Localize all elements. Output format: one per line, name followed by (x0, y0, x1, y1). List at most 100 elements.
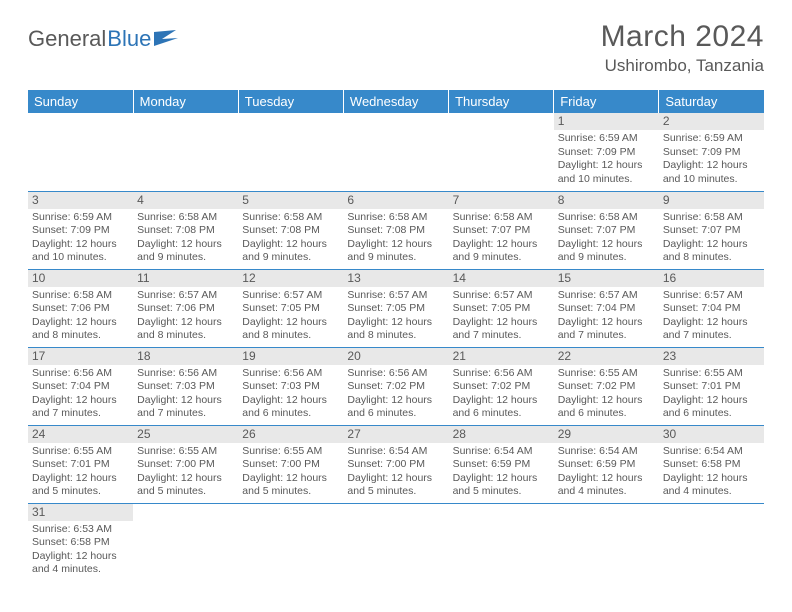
logo-text-a: General (28, 26, 106, 52)
calendar-cell-empty (133, 113, 238, 191)
header: GeneralBlue March 2024 Ushirombo, Tanzan… (28, 20, 764, 76)
calendar-cell: 21 Sunrise: 6:56 AMSunset: 7:02 PMDayligh… (449, 347, 554, 425)
day-number: 24 (28, 426, 133, 443)
calendar-row: 31 Sunrise: 6:53 AMSunset: 6:58 PMDayligh… (28, 503, 764, 580)
day-number: 19 (238, 348, 343, 365)
day-details: Sunrise: 6:54 AMSunset: 6:59 PMDaylight:… (557, 445, 656, 499)
day-number: 9 (659, 192, 764, 209)
calendar-cell: 5 Sunrise: 6:58 AMSunset: 7:08 PMDaylight… (238, 191, 343, 269)
day-details: Sunrise: 6:54 AMSunset: 6:58 PMDaylight:… (662, 445, 761, 499)
calendar-row: 10 Sunrise: 6:58 AMSunset: 7:06 PMDayligh… (28, 269, 764, 347)
calendar-cell: 26Sunrise: 6:55 AMSunset: 7:00 PMDayligh… (238, 425, 343, 503)
day-number: 6 (343, 192, 448, 209)
day-number: 31 (28, 504, 133, 521)
logo: GeneralBlue (28, 20, 180, 52)
calendar-cell-empty (238, 113, 343, 191)
day-details: Sunrise: 6:57 AMSunset: 7:05 PMDaylight:… (241, 289, 340, 343)
day-number: 17 (28, 348, 133, 365)
calendar-cell-empty (343, 113, 448, 191)
day-details: Sunrise: 6:54 AMSunset: 7:00 PMDaylight:… (346, 445, 445, 499)
day-number: 20 (343, 348, 448, 365)
calendar-cell: 9 Sunrise: 6:58 AMSunset: 7:07 PMDaylight… (659, 191, 764, 269)
day-details: Sunrise: 6:56 AMSunset: 7:03 PMDaylight:… (136, 367, 235, 421)
day-details: Sunrise: 6:58 AMSunset: 7:06 PMDaylight:… (31, 289, 130, 343)
day-number: 3 (28, 192, 133, 209)
day-details: Sunrise: 6:57 AMSunset: 7:04 PMDaylight:… (557, 289, 656, 343)
day-number: 10 (28, 270, 133, 287)
day-number: 16 (659, 270, 764, 287)
day-number: 13 (343, 270, 448, 287)
calendar-row: 3 Sunrise: 6:59 AMSunset: 7:09 PMDaylight… (28, 191, 764, 269)
day-details: Sunrise: 6:57 AMSunset: 7:04 PMDaylight:… (662, 289, 761, 343)
day-number: 11 (133, 270, 238, 287)
day-details: Sunrise: 6:53 AMSunset: 6:58 PMDaylight:… (31, 523, 130, 577)
calendar-cell-empty (238, 503, 343, 580)
title-block: March 2024 Ushirombo, Tanzania (601, 20, 764, 76)
calendar-cell-empty (659, 503, 764, 580)
day-number: 5 (238, 192, 343, 209)
calendar-cell-empty (133, 503, 238, 580)
day-number: 7 (449, 192, 554, 209)
day-number: 27 (343, 426, 448, 443)
day-number: 28 (449, 426, 554, 443)
day-number: 1 (554, 113, 659, 130)
logo-text-b: Blue (107, 26, 151, 52)
day-details: Sunrise: 6:58 AMSunset: 7:08 PMDaylight:… (241, 211, 340, 265)
calendar-cell: 31 Sunrise: 6:53 AMSunset: 6:58 PMDayligh… (28, 503, 133, 580)
day-number: 30 (659, 426, 764, 443)
day-details: Sunrise: 6:55 AMSunset: 7:02 PMDaylight:… (557, 367, 656, 421)
weekday-header: Saturday (659, 90, 764, 113)
day-number: 26 (238, 426, 343, 443)
calendar-cell: 6 Sunrise: 6:58 AMSunset: 7:08 PMDaylight… (343, 191, 448, 269)
calendar-row: 1Sunrise: 6:59 AMSunset: 7:09 PMDaylight… (28, 113, 764, 191)
month-title: March 2024 (601, 20, 764, 54)
calendar-cell: 15Sunrise: 6:57 AMSunset: 7:04 PMDayligh… (554, 269, 659, 347)
day-details: Sunrise: 6:54 AMSunset: 6:59 PMDaylight:… (452, 445, 551, 499)
day-number: 8 (554, 192, 659, 209)
day-details: Sunrise: 6:55 AMSunset: 7:01 PMDaylight:… (662, 367, 761, 421)
calendar-cell-empty (554, 503, 659, 580)
calendar-cell: 16 Sunrise: 6:57 AMSunset: 7:04 PMDayligh… (659, 269, 764, 347)
weekday-header: Tuesday (238, 90, 343, 113)
calendar-cell: 29 Sunrise: 6:54 AMSunset: 6:59 PMDayligh… (554, 425, 659, 503)
day-number: 4 (133, 192, 238, 209)
day-details: Sunrise: 6:55 AMSunset: 7:00 PMDaylight:… (136, 445, 235, 499)
day-number: 29 (554, 426, 659, 443)
day-number: 12 (238, 270, 343, 287)
day-details: Sunrise: 6:56 AMSunset: 7:03 PMDaylight:… (241, 367, 340, 421)
weekday-header: Sunday (28, 90, 133, 113)
calendar-cell: 30 Sunrise: 6:54 AMSunset: 6:58 PMDayligh… (659, 425, 764, 503)
calendar-cell: 23 Sunrise: 6:55 AMSunset: 7:01 PMDayligh… (659, 347, 764, 425)
calendar-cell: 2 Sunrise: 6:59 AMSunset: 7:09 PMDaylight… (659, 113, 764, 191)
day-details: Sunrise: 6:57 AMSunset: 7:05 PMDaylight:… (452, 289, 551, 343)
day-number: 23 (659, 348, 764, 365)
calendar-cell: 17Sunrise: 6:56 AMSunset: 7:04 PMDayligh… (28, 347, 133, 425)
calendar-cell: 18 Sunrise: 6:56 AMSunset: 7:03 PMDayligh… (133, 347, 238, 425)
calendar-row: 24 Sunrise: 6:55 AMSunset: 7:01 PMDayligh… (28, 425, 764, 503)
calendar-cell: 20Sunrise: 6:56 AMSunset: 7:02 PMDayligh… (343, 347, 448, 425)
calendar-cell: 10 Sunrise: 6:58 AMSunset: 7:06 PMDayligh… (28, 269, 133, 347)
day-details: Sunrise: 6:58 AMSunset: 7:07 PMDaylight:… (557, 211, 656, 265)
calendar-cell-empty (449, 113, 554, 191)
calendar-cell: 3 Sunrise: 6:59 AMSunset: 7:09 PMDaylight… (28, 191, 133, 269)
day-details: Sunrise: 6:59 AMSunset: 7:09 PMDaylight:… (31, 211, 130, 265)
weekday-header: Monday (133, 90, 238, 113)
weekday-header: Friday (554, 90, 659, 113)
day-details: Sunrise: 6:58 AMSunset: 7:07 PMDaylight:… (662, 211, 761, 265)
day-details: Sunrise: 6:58 AMSunset: 7:08 PMDaylight:… (346, 211, 445, 265)
calendar-cell-empty (343, 503, 448, 580)
day-number: 2 (659, 113, 764, 130)
day-details: Sunrise: 6:58 AMSunset: 7:08 PMDaylight:… (136, 211, 235, 265)
day-number: 21 (449, 348, 554, 365)
day-number: 18 (133, 348, 238, 365)
weekday-header: Wednesday (343, 90, 448, 113)
calendar-cell-empty (28, 113, 133, 191)
day-details: Sunrise: 6:57 AMSunset: 7:06 PMDaylight:… (136, 289, 235, 343)
day-details: Sunrise: 6:59 AMSunset: 7:09 PMDaylight:… (662, 132, 761, 186)
calendar-cell: 7Sunrise: 6:58 AMSunset: 7:07 PMDaylight… (449, 191, 554, 269)
weekday-header: Thursday (449, 90, 554, 113)
calendar-cell: 14Sunrise: 6:57 AMSunset: 7:05 PMDayligh… (449, 269, 554, 347)
calendar-cell: 24 Sunrise: 6:55 AMSunset: 7:01 PMDayligh… (28, 425, 133, 503)
day-details: Sunrise: 6:56 AMSunset: 7:02 PMDaylight:… (452, 367, 551, 421)
day-details: Sunrise: 6:55 AMSunset: 7:01 PMDaylight:… (31, 445, 130, 499)
